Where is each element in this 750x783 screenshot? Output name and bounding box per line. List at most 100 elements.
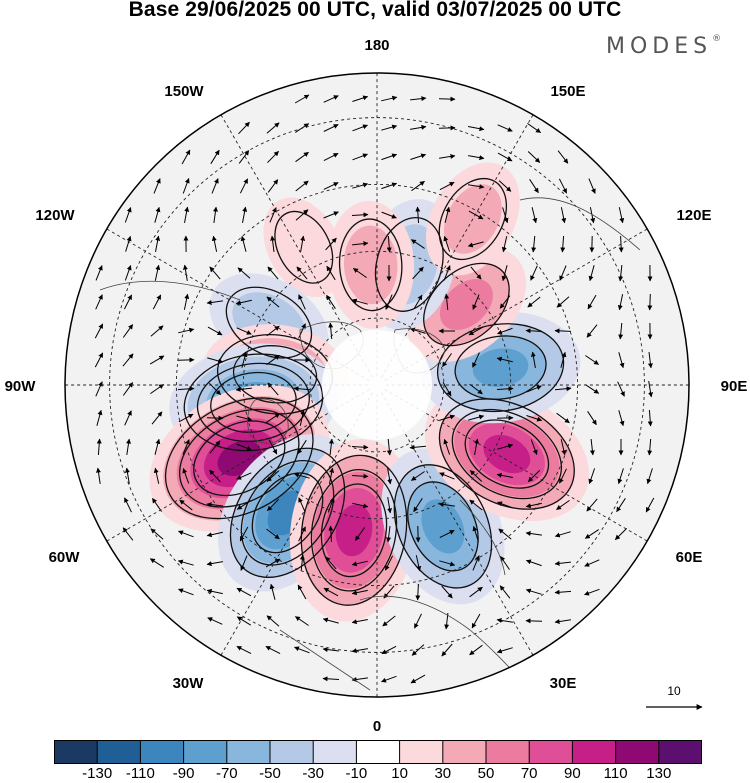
wind-vector-arrow <box>154 264 161 281</box>
wind-vector-arrow <box>95 381 103 397</box>
wind-vector-arrow <box>386 438 392 456</box>
wind-vector-arrow <box>527 122 542 134</box>
colorbar-tick-label: 110 <box>603 765 628 782</box>
wind-vector-arrow <box>95 265 103 281</box>
wind-vector-arrow <box>586 324 598 338</box>
wind-vector-arrow <box>617 468 624 485</box>
wind-vector-arrow <box>207 357 224 364</box>
colorbar-swatch <box>54 740 98 764</box>
wind-vector-arrow <box>207 617 223 625</box>
wind-vector-arrow <box>556 296 570 308</box>
lon-label-60w: 60W <box>49 549 81 566</box>
wind-vector-arrow <box>444 293 450 311</box>
contour-line <box>320 483 388 578</box>
wind-vector-arrow <box>266 296 280 308</box>
anomaly-level <box>343 225 398 305</box>
wind-vector-arrow <box>235 386 252 392</box>
contour-line <box>225 286 313 359</box>
wind-vector-arrow <box>325 556 337 570</box>
wind-vector-arrow <box>352 153 368 161</box>
colorbar-tick-label: -70 <box>215 765 238 782</box>
anomaly-level <box>263 197 345 298</box>
wind-vector-arrow <box>381 182 398 190</box>
wind-vector-arrow <box>438 502 455 507</box>
wind-vector-arrow <box>209 266 221 280</box>
wind-vector-arrow <box>236 500 251 510</box>
wind-vector-arrow <box>554 589 572 595</box>
wind-vector-arrow <box>236 587 252 597</box>
wind-vector-arrow <box>236 327 252 335</box>
wind-vector-arrow <box>351 589 368 596</box>
colorbar-swatch <box>486 740 530 764</box>
wind-vector-arrow <box>474 438 480 455</box>
wind-vector-arrow <box>122 527 134 541</box>
wind-vector-arrow <box>323 587 339 597</box>
wind-vector-arrow <box>412 266 424 280</box>
wind-vector-arrow <box>587 294 597 310</box>
wind-vector-arrow <box>123 294 133 310</box>
colorbar <box>54 740 702 764</box>
colorbar-swatch <box>183 740 228 764</box>
wind-vector-arrow <box>293 386 311 392</box>
colorbar-frame <box>54 740 702 764</box>
wind-vector-arrow <box>500 555 510 570</box>
wind-vector-arrow <box>323 182 339 190</box>
wind-vector-arrow <box>351 212 369 218</box>
wind-vector-arrow <box>183 293 190 310</box>
wind-vector-arrow <box>328 438 334 455</box>
wind-vector-arrow <box>266 528 280 540</box>
wind-vector-arrow <box>560 351 567 368</box>
wind-vector-arrow <box>382 615 396 627</box>
wind-vector-arrow <box>326 265 336 281</box>
wind-vector-arrow <box>386 526 392 543</box>
wind-vector-arrow <box>236 472 252 480</box>
wind-vector-arrow <box>439 472 455 480</box>
wind-vector-arrow <box>94 352 104 368</box>
wind-vector-arrow <box>94 323 104 339</box>
wind-vector-arrow <box>182 264 188 281</box>
wind-vector-arrow <box>177 386 195 392</box>
wind-vector-arrow <box>184 206 190 223</box>
wind-vector-arrow <box>387 468 393 485</box>
wind-vector-arrow <box>354 527 366 541</box>
colorbar-swatch <box>572 740 616 764</box>
anomaly-level <box>439 278 493 330</box>
latitude-circle <box>309 317 445 453</box>
wind-vector-arrow <box>206 300 223 305</box>
meridian <box>220 114 373 378</box>
contour-line <box>338 218 403 312</box>
wind-vector-arrow <box>526 385 542 393</box>
wind-vector-arrow <box>236 616 252 626</box>
wind-vector-arrow <box>525 559 542 567</box>
meridian <box>220 392 373 656</box>
colorbar-swatch <box>529 740 573 764</box>
wind-vector-arrow <box>560 235 566 253</box>
wind-vector-arrow <box>413 294 423 310</box>
wind-vector-arrow <box>300 235 306 252</box>
wind-vector-arrow <box>351 648 368 654</box>
wind-vector-arrow <box>242 206 248 223</box>
wind-vector-arrow <box>469 499 483 511</box>
wind-vector-arrow <box>295 209 309 221</box>
contour-line <box>229 447 346 578</box>
wind-vector-arrow <box>269 207 277 223</box>
wind-vector-arrow <box>267 179 279 193</box>
colorbar-swatch <box>356 740 400 764</box>
wind-vector-arrow <box>385 294 393 310</box>
wind-vector-arrow <box>439 529 455 539</box>
wind-vector-arrow <box>496 617 513 623</box>
wind-vector-arrow <box>468 126 485 132</box>
colorbar-swatch <box>442 740 487 764</box>
wind-vector-arrow <box>468 210 484 220</box>
wind-vector-arrow <box>181 149 191 165</box>
lon-label-0: 0 <box>373 718 381 735</box>
wind-vector-arrow <box>585 384 600 394</box>
wind-vector-arrow <box>236 645 252 655</box>
lon-label-120e: 120E <box>676 207 711 224</box>
lon-label-90e: 90E <box>721 378 748 395</box>
wind-vector-arrow <box>468 414 485 421</box>
anomaly-level <box>472 348 529 387</box>
wind-vector-arrow <box>472 555 480 571</box>
wind-vector-arrow <box>468 326 484 336</box>
wind-vector-arrow <box>124 467 130 484</box>
